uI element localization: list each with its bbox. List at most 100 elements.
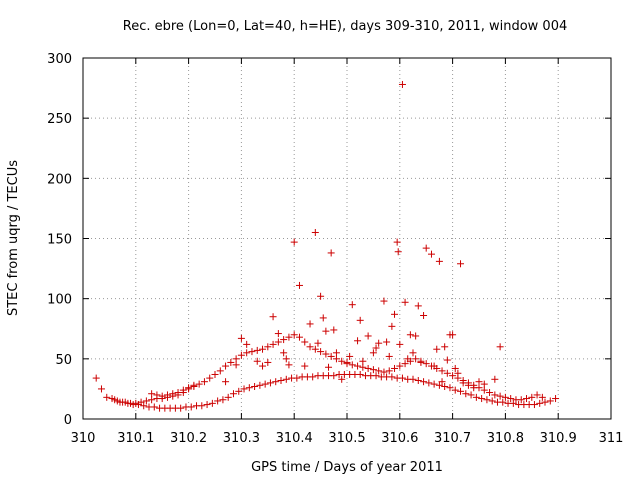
data-point	[441, 383, 449, 391]
data-point	[177, 404, 185, 412]
data-point	[457, 387, 465, 395]
data-point	[546, 397, 554, 405]
data-point	[356, 370, 364, 378]
data-point	[208, 399, 216, 407]
data-point	[451, 364, 459, 372]
data-point	[325, 363, 333, 371]
data-point	[369, 366, 377, 374]
data-point	[322, 327, 330, 335]
data-point	[396, 340, 404, 348]
data-point	[480, 386, 488, 394]
data-point	[369, 349, 377, 357]
data-point	[259, 345, 267, 353]
data-point	[253, 346, 261, 354]
data-point	[301, 362, 309, 370]
data-point	[425, 379, 433, 387]
data-point	[245, 384, 253, 392]
data-point	[269, 313, 277, 321]
data-point	[293, 374, 301, 382]
data-point	[348, 361, 356, 369]
data-point	[327, 249, 335, 257]
x-tick-label: 310.7	[434, 431, 471, 446]
data-point	[491, 375, 499, 383]
axis-ticks: 310 310.1 310.2 310.3 310.4 310.5 310.6 310.7 31…	[47, 52, 623, 446]
x-axis-label: GPS time / Days of year 2011	[251, 460, 443, 475]
data-point	[499, 398, 507, 406]
data-point	[243, 349, 251, 357]
data-point	[137, 398, 145, 406]
data-point	[435, 257, 443, 265]
data-point	[295, 333, 303, 341]
data-point	[420, 312, 428, 320]
data-point	[200, 378, 208, 386]
data-point	[359, 357, 367, 365]
data-point	[391, 364, 399, 372]
data-point	[364, 364, 372, 372]
data-point	[385, 367, 393, 375]
x-tick-label: 310.8	[487, 431, 524, 446]
data-point	[459, 379, 467, 387]
y-tick-label: 0	[64, 413, 72, 428]
data-point	[229, 390, 237, 398]
data-point	[237, 351, 245, 359]
data-point	[314, 339, 322, 347]
data-point	[372, 372, 380, 380]
data-point	[398, 80, 406, 88]
data-point	[475, 378, 483, 386]
x-tick-label: 310.5	[328, 431, 365, 446]
data-point	[478, 395, 486, 403]
data-point	[332, 349, 340, 357]
data-point	[483, 396, 491, 404]
data-point	[142, 397, 150, 405]
data-point	[372, 344, 380, 352]
data-point	[451, 386, 459, 394]
data-point	[443, 369, 451, 377]
data-point	[427, 250, 435, 258]
data-point	[414, 302, 422, 310]
data-point	[438, 367, 446, 375]
data-point	[356, 316, 364, 324]
data-point	[232, 355, 240, 363]
data-point	[269, 340, 277, 348]
data-point	[311, 345, 319, 353]
data-point	[277, 376, 285, 384]
data-point	[391, 310, 399, 318]
data-point	[240, 385, 248, 393]
data-point	[290, 238, 298, 246]
data-point	[248, 348, 256, 356]
data-point	[306, 343, 314, 351]
data-point	[274, 330, 282, 338]
y-axis-label: STEC from uqrg / TECUs	[6, 160, 21, 316]
data-point	[290, 331, 298, 339]
data-point	[401, 360, 409, 368]
data-point	[203, 401, 211, 409]
data-point	[383, 338, 391, 346]
data-point	[417, 358, 425, 366]
data-point	[375, 339, 383, 347]
data-point	[486, 389, 494, 397]
data-point	[457, 260, 465, 268]
data-point	[253, 357, 261, 365]
data-point	[433, 345, 441, 353]
data-point	[393, 238, 401, 246]
y-tick-label: 50	[55, 353, 72, 368]
data-point	[280, 336, 288, 344]
data-point	[501, 393, 509, 401]
data-point	[92, 374, 100, 382]
data-point	[121, 398, 129, 406]
data-point	[430, 362, 438, 370]
data-point	[388, 322, 396, 330]
data-point	[394, 248, 402, 256]
data-point	[330, 326, 338, 334]
x-tick-label: 310.1	[117, 431, 154, 446]
data-point	[224, 393, 232, 401]
data-point	[470, 384, 478, 392]
x-tick-label: 310.4	[276, 431, 313, 446]
data-point	[306, 320, 314, 328]
data-point	[251, 383, 259, 391]
data-point	[97, 385, 105, 393]
data-point	[438, 378, 446, 386]
data-point	[412, 332, 420, 340]
